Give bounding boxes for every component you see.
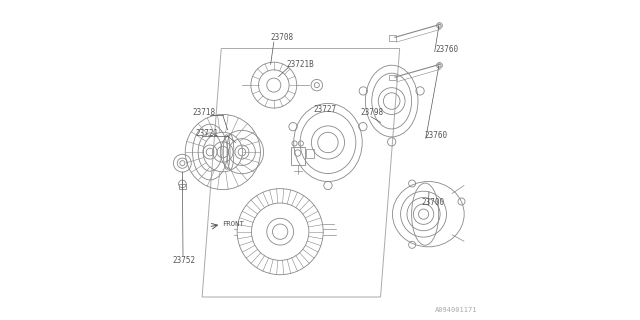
Bar xyxy=(306,149,314,158)
Text: 23721: 23721 xyxy=(195,129,218,138)
Text: 23760: 23760 xyxy=(435,44,458,54)
Text: 23708: 23708 xyxy=(271,33,294,42)
Text: A094001171: A094001171 xyxy=(435,307,477,313)
Bar xyxy=(388,75,396,80)
Bar xyxy=(291,147,305,165)
Text: 23721B: 23721B xyxy=(287,60,314,69)
Text: 23798: 23798 xyxy=(361,108,384,117)
Text: 23752: 23752 xyxy=(173,256,196,265)
Text: 23760: 23760 xyxy=(424,131,447,140)
Text: 23718: 23718 xyxy=(193,108,216,117)
Bar xyxy=(179,184,186,189)
Text: 23727: 23727 xyxy=(313,105,336,114)
Text: FRONT: FRONT xyxy=(222,221,244,227)
Text: 23700: 23700 xyxy=(421,197,444,206)
Bar xyxy=(388,35,396,41)
